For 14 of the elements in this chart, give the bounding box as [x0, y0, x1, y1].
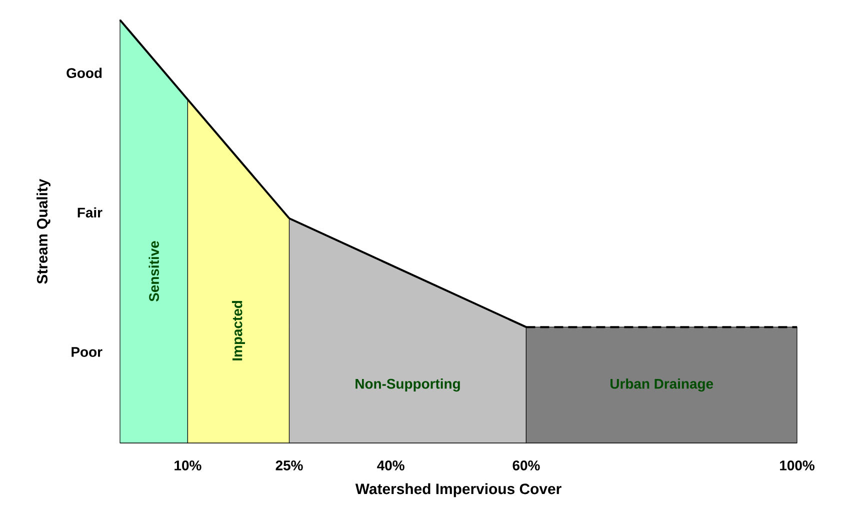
- series-label: Impacted: [232, 300, 245, 360]
- text: Poor: [72, 347, 102, 357]
- x-tick-label: 25%: [276, 460, 303, 470]
- x-tick-label: 100%: [780, 460, 814, 470]
- x-tick-label: 60%: [512, 460, 540, 470]
- series-label: Non-Supporting: [356, 378, 460, 392]
- y-axis-title: Stream Quality: [36, 178, 50, 284]
- x-tick-label: 40%: [377, 460, 404, 470]
- text: Good: [66, 68, 102, 78]
- series-label: Urban Drainage: [610, 378, 714, 392]
- x-axis-title: Watershed Impervious Cover: [355, 483, 562, 498]
- series-label: Sensitive: [148, 241, 159, 302]
- x-tick-label: 10%: [174, 460, 202, 470]
- text: Fair: [78, 207, 102, 218]
